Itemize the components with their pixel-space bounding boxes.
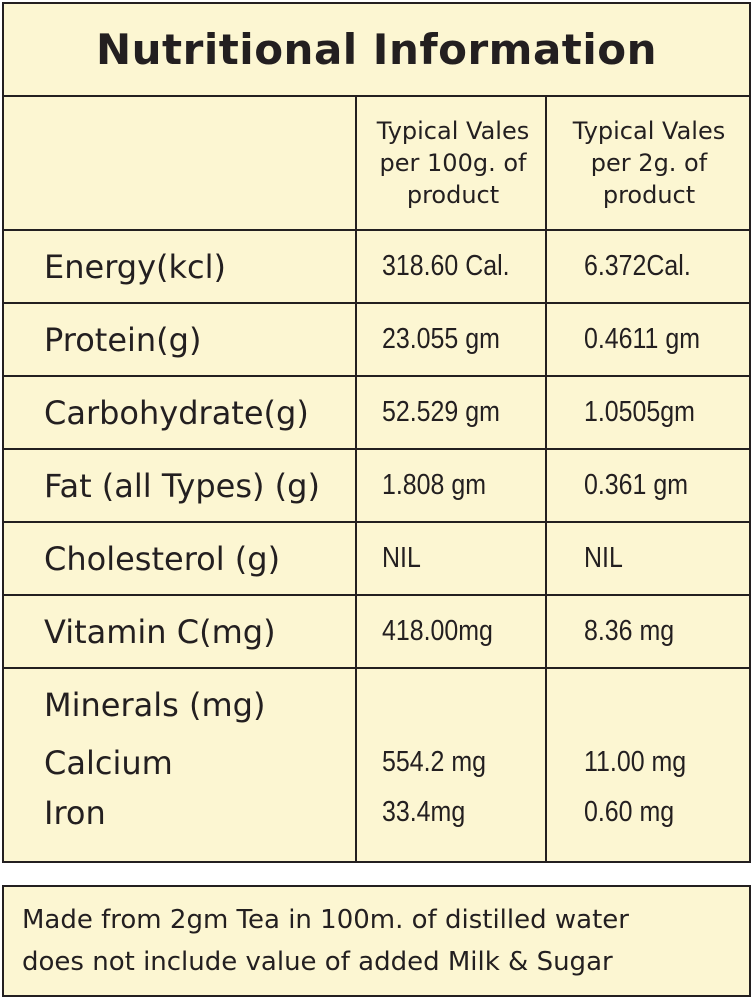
- value-per-100g: 418.00mg: [382, 615, 493, 647]
- value-per-2g: 0.4611 gm: [584, 323, 701, 355]
- header-line: Typical Vales: [376, 117, 530, 145]
- value-per-100g: 52.529 gm: [382, 396, 500, 428]
- value-per-2g: NIL: [584, 542, 623, 574]
- header-per-2g: Typical Vales per 2g. of product: [549, 97, 749, 229]
- table-row: Fat (all Types) (g) 1.808 gm 0.361 gm: [4, 450, 749, 523]
- preparation-note: Made from 2gm Tea in 100m. of distilled …: [2, 885, 751, 997]
- table-row: Energy(kcl) 318.60 Cal. 6.372Cal.: [4, 231, 749, 304]
- nutrition-table: Nutritional Information Typical Vales pe…: [2, 2, 751, 863]
- value-per-100g: 23.055 gm: [382, 323, 500, 355]
- column-header-row: Typical Vales per 100g. of product Typic…: [4, 97, 749, 231]
- value-per-2g: 1.0505gm: [584, 396, 695, 428]
- note-line: Made from 2gm Tea in 100m. of distilled …: [22, 905, 629, 935]
- header-line: product: [406, 181, 500, 209]
- header-per-100g: Typical Vales per 100g. of product: [359, 97, 547, 229]
- value-per-100g: 1.808 gm: [382, 469, 486, 501]
- mineral-value-per-2g: 11.00 mg: [584, 746, 687, 778]
- table-row: Vitamin C(mg) 418.00mg 8.36 mg: [4, 596, 749, 669]
- column-divider: [545, 97, 547, 861]
- header-line: product: [602, 181, 696, 209]
- note-line: does not include value of added Milk & S…: [22, 947, 613, 977]
- mineral-value-per-100g: 554.2 mg: [382, 746, 486, 778]
- column-divider: [355, 97, 357, 861]
- minerals-heading: Minerals (mg): [44, 686, 266, 724]
- table-row: Cholesterol (g) NIL NIL: [4, 523, 749, 596]
- minerals-row: Minerals (mg) Calcium 554.2 mg 11.00 mg …: [4, 669, 749, 861]
- mineral-value-per-2g: 0.60 mg: [584, 796, 675, 828]
- value-per-100g: NIL: [382, 542, 421, 574]
- value-per-2g: 6.372Cal.: [584, 250, 691, 282]
- mineral-label: Calcium: [44, 744, 173, 782]
- value-per-2g: 8.36 mg: [584, 615, 675, 647]
- table-row: Protein(g) 23.055 gm 0.4611 gm: [4, 304, 749, 377]
- value-per-2g: 0.361 gm: [584, 469, 688, 501]
- header-line: per 2g. of: [590, 149, 708, 177]
- nutrient-label: Protein(g): [44, 320, 202, 359]
- header-line: Typical Vales: [572, 117, 726, 145]
- nutrient-label: Cholesterol (g): [44, 539, 281, 578]
- nutrient-label: Vitamin C(mg): [44, 612, 276, 651]
- nutrient-label: Fat (all Types) (g): [44, 466, 320, 505]
- header-line: per 100g. of: [379, 149, 527, 177]
- table-row: Carbohydrate(g) 52.529 gm 1.0505gm: [4, 377, 749, 450]
- mineral-label: Iron: [44, 794, 106, 832]
- value-per-100g: 318.60 Cal.: [382, 250, 510, 282]
- nutrient-label: Energy(kcl): [44, 247, 227, 286]
- table-title: Nutritional Information: [4, 4, 749, 97]
- mineral-value-per-100g: 33.4mg: [382, 796, 466, 828]
- nutrient-label: Carbohydrate(g): [44, 393, 309, 432]
